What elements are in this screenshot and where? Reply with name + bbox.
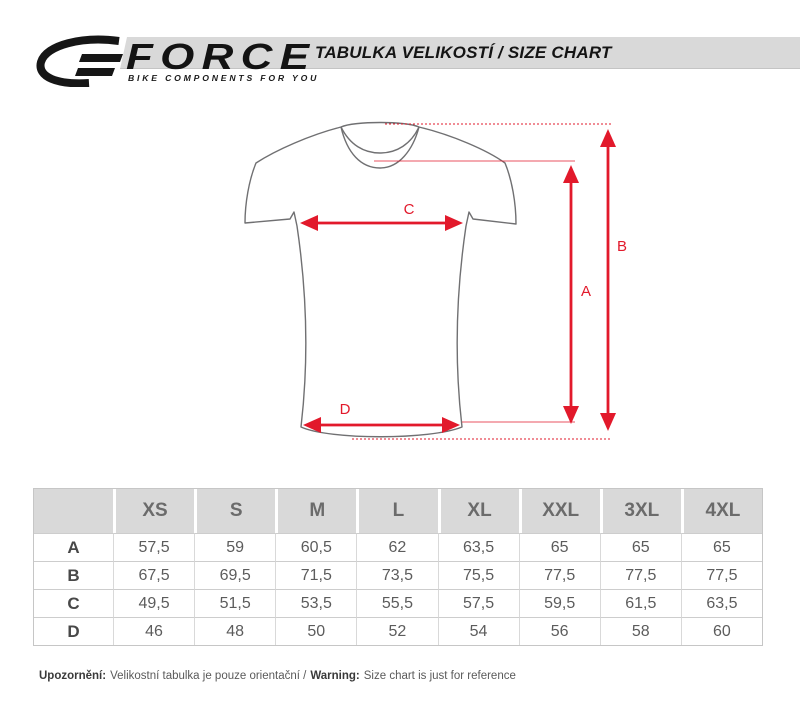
emblem-loop — [36, 35, 120, 87]
size-cell: 77,5 — [518, 561, 600, 589]
measure-label-c: C — [404, 201, 415, 218]
size-cell: 65 — [680, 533, 762, 561]
measure-label-d: D — [340, 401, 351, 418]
arrowhead-a-top — [563, 165, 579, 183]
size-cell: 51,5 — [194, 589, 276, 617]
size-cell: 49,5 — [113, 589, 195, 617]
size-cell: 62 — [356, 533, 438, 561]
size-cell: 65 — [599, 533, 681, 561]
size-cell: 63,5 — [680, 589, 762, 617]
table-row: B 67,5 69,5 71,5 73,5 75,5 77,5 77,5 77,… — [34, 561, 762, 589]
size-table: XS S M L XL XXL 3XL 4XL A 57,5 59 60,5 6… — [33, 488, 763, 646]
table-row: A 57,5 59 60,5 62 63,5 65 65 65 — [34, 533, 762, 561]
size-cell: 50 — [275, 617, 357, 645]
size-table-wrapper: XS S M L XL XXL 3XL 4XL A 57,5 59 60,5 6… — [33, 488, 763, 646]
size-cell: 75,5 — [437, 561, 519, 589]
size-cell: 46 — [113, 617, 195, 645]
size-col-header: S — [194, 489, 276, 533]
row-label: C — [34, 589, 113, 617]
size-col-header: M — [275, 489, 357, 533]
table-row: C 49,5 51,5 53,5 55,5 57,5 59,5 61,5 63,… — [34, 589, 762, 617]
size-col-header: 3XL — [599, 489, 681, 533]
warning-text-en: Size chart is just for reference — [363, 670, 516, 682]
size-col-header: L — [356, 489, 438, 533]
size-cell: 57,5 — [113, 533, 195, 561]
size-cell: 77,5 — [680, 561, 762, 589]
page-title: TABULKA VELIKOSTÍ / SIZE CHART — [315, 43, 612, 62]
size-col-header: 4XL — [680, 489, 762, 533]
size-cell: 55,5 — [356, 589, 438, 617]
size-cell: 52 — [356, 617, 438, 645]
emblem-bar-bottom — [75, 68, 115, 76]
warning-label-cs: Upozornění: — [39, 670, 107, 682]
row-label: B — [34, 561, 113, 589]
measure-label-b: B — [617, 238, 627, 255]
size-cell: 67,5 — [113, 561, 195, 589]
footer-note: Upozornění: Velikostní tabulka je pouze o… — [39, 670, 516, 682]
brand-wordmark: FORCE — [126, 36, 317, 77]
size-cell: 73,5 — [356, 561, 438, 589]
row-label: A — [34, 533, 113, 561]
size-col-header: XXL — [518, 489, 600, 533]
size-col-header: XS — [113, 489, 195, 533]
size-cell: 58 — [599, 617, 681, 645]
arrowhead-c-right — [445, 215, 463, 231]
size-cell: 59 — [194, 533, 276, 561]
table-header-row: XS S M L XL XXL 3XL 4XL — [34, 489, 762, 533]
arrowhead-b-bottom — [600, 413, 616, 431]
header-band: TABULKA VELIKOSTÍ / SIZE CHART — [120, 37, 800, 69]
size-col-header: XL — [437, 489, 519, 533]
size-cell: 60 — [680, 617, 762, 645]
brand-tagline: BIKE COMPONENTS FOR YOU — [128, 74, 320, 83]
arrowhead-b-top — [600, 129, 616, 147]
size-cell: 53,5 — [275, 589, 357, 617]
size-cell: 69,5 — [194, 561, 276, 589]
size-cell: 71,5 — [275, 561, 357, 589]
collar-inner-curve — [340, 126, 420, 154]
collar-outer-curve — [340, 126, 420, 169]
size-cell: 59,5 — [518, 589, 600, 617]
size-cell: 60,5 — [275, 533, 357, 561]
size-cell: 65 — [518, 533, 600, 561]
warning-label-en: Warning: — [310, 670, 360, 682]
measure-label-a: A — [581, 283, 591, 300]
table-row: D 46 48 50 52 54 56 58 60 — [34, 617, 762, 645]
size-cell: 63,5 — [437, 533, 519, 561]
tshirt-outline — [244, 121, 517, 438]
arrowhead-c-left — [300, 215, 318, 231]
size-cell: 48 — [194, 617, 276, 645]
size-cell: 54 — [437, 617, 519, 645]
arrowhead-a-bottom — [563, 406, 579, 424]
table-corner-cell — [34, 489, 113, 533]
arrowhead-d-right — [442, 417, 460, 433]
arrowhead-d-left — [303, 417, 321, 433]
size-cell: 56 — [518, 617, 600, 645]
emblem-bar-top — [79, 54, 123, 62]
size-cell: 57,5 — [437, 589, 519, 617]
size-cell: 77,5 — [599, 561, 681, 589]
size-cell: 61,5 — [599, 589, 681, 617]
force-f-emblem-icon — [36, 35, 123, 87]
tshirt-diagram: C D A B — [244, 121, 627, 440]
warning-text-cs: Velikostní tabulka je pouze orientační / — [110, 670, 307, 682]
force-logo: FORCE BIKE COMPONENTS FOR YOU — [36, 33, 336, 91]
row-label: D — [34, 617, 113, 645]
